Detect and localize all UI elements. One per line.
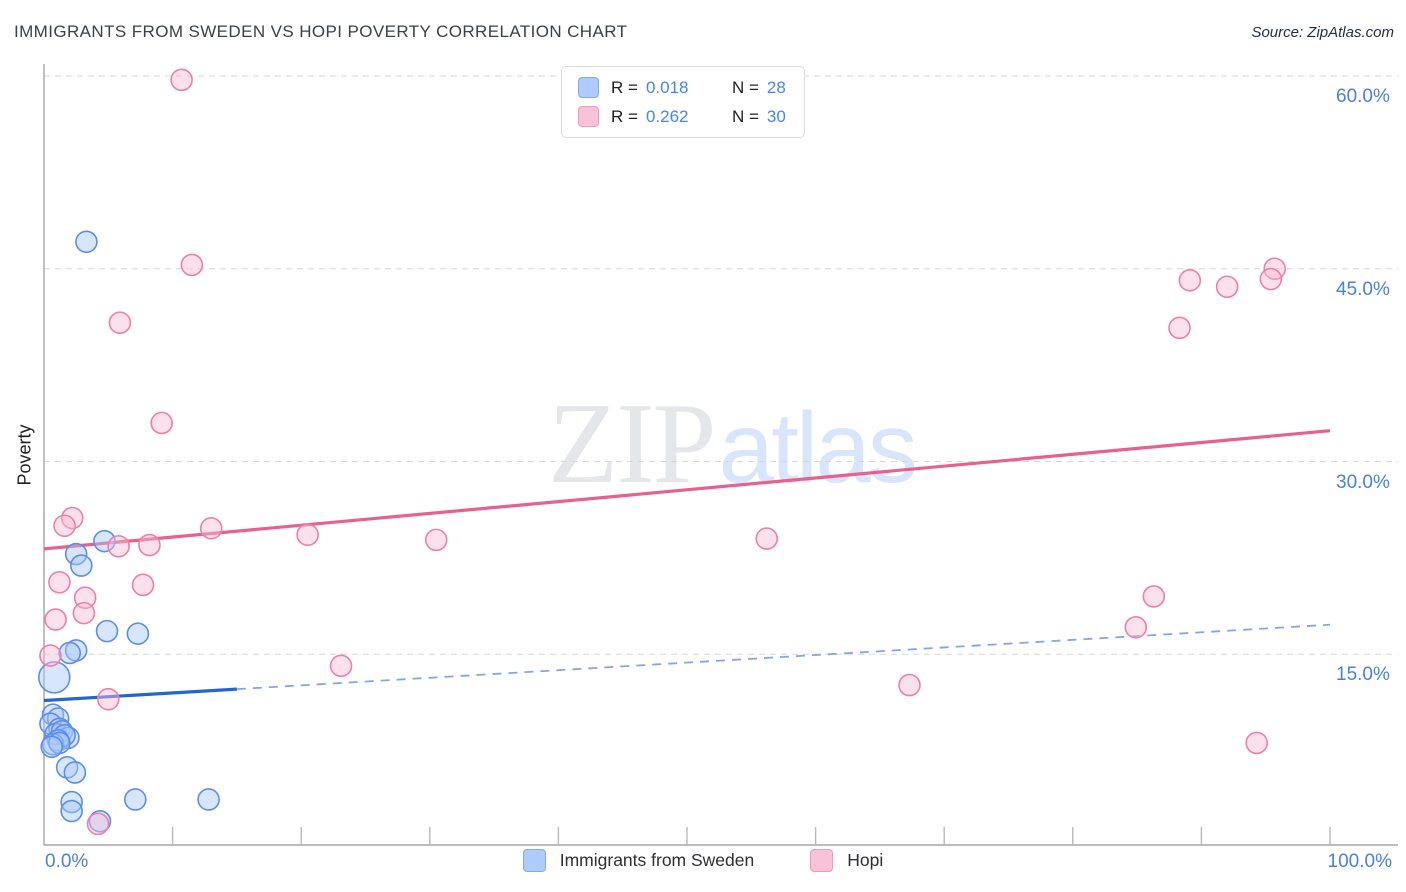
point-sweden: [95, 619, 119, 643]
point-sweden: [126, 622, 150, 645]
y-tick-label-45: 45.0%: [1336, 278, 1390, 300]
n-label: N =: [731, 106, 759, 126]
bottom-legend: Immigrants from Sweden Hopi: [0, 849, 1406, 872]
bottom-legend-item-hopi[interactable]: Hopi: [810, 849, 883, 872]
point-sweden: [93, 529, 116, 553]
point-hopi: [97, 687, 120, 711]
point-sweden: [75, 230, 98, 254]
point-hopi: [44, 608, 67, 631]
legend-row-hopi: R = 0.262 N = 30: [578, 106, 786, 127]
legend-row-sweden: R = 0.018 N = 28: [578, 77, 786, 98]
point-sweden: [37, 661, 71, 694]
point-hopi: [1245, 731, 1268, 755]
r-value-hopi: 0.262: [645, 106, 689, 126]
point-hopi: [1215, 275, 1239, 299]
point-hopi: [53, 514, 76, 538]
x-axis-min-label: 0.0%: [45, 851, 89, 872]
hopi-swatch: [578, 106, 599, 127]
point-hopi: [329, 654, 353, 678]
point-hopi: [86, 812, 110, 836]
r-label: R =: [611, 77, 638, 97]
bottom-legend-label: Hopi: [847, 850, 884, 870]
sweden-swatch: [522, 849, 546, 872]
hopi-swatch: [810, 849, 834, 872]
n-label: N =: [731, 77, 759, 97]
point-hopi: [48, 570, 71, 594]
point-hopi: [1168, 316, 1191, 340]
point-hopi: [131, 573, 155, 597]
y-tick-label-60: 60.0%: [1336, 86, 1390, 107]
bottom-legend-item-sweden[interactable]: Immigrants from Sweden: [522, 849, 755, 872]
r-label: R =: [611, 106, 638, 126]
point-hopi: [1142, 585, 1166, 608]
point-sweden: [124, 788, 147, 811]
n-value-sweden: 28: [766, 77, 786, 97]
x-axis-max-label: 100.0%: [1327, 851, 1392, 872]
y-tick-label-30: 30.0%: [1336, 471, 1390, 493]
source-link[interactable]: Source: ZipAtlas.com: [1251, 24, 1394, 41]
point-hopi: [138, 533, 161, 557]
point-hopi: [199, 517, 223, 540]
y-tick-label-15: 15.0%: [1336, 664, 1390, 686]
point-hopi: [39, 644, 62, 667]
sweden-swatch: [578, 77, 599, 98]
point-sweden: [64, 542, 88, 566]
point-sweden: [69, 554, 93, 577]
point-hopi: [424, 528, 448, 552]
point-sweden: [63, 761, 87, 784]
sweden-trend-line-dashed: [236, 623, 1331, 691]
r-value-sweden: 0.018: [645, 77, 689, 97]
point-hopi: [72, 601, 96, 625]
hopi-trend-line: [43, 429, 1331, 551]
point-hopi: [180, 253, 204, 277]
bottom-legend-label: Immigrants from Sweden: [559, 850, 755, 870]
point-hopi: [898, 673, 921, 697]
point-hopi: [1124, 615, 1148, 639]
page-title: IMMIGRANTS FROM SWEDEN VS HOPI POVERTY C…: [14, 22, 628, 41]
point-sweden: [60, 790, 83, 814]
correlation-legend: R = 0.018 N = 28 R = 0.262 N = 30: [561, 66, 805, 138]
point-hopi: [108, 311, 132, 335]
sweden-trend-line-solid: [43, 687, 237, 703]
point-hopi: [1259, 267, 1283, 291]
point-hopi: [170, 68, 193, 92]
n-value-hopi: 30: [766, 106, 786, 126]
point-sweden: [60, 799, 83, 823]
point-sweden: [58, 641, 82, 665]
point-sweden: [40, 735, 64, 759]
point-hopi: [755, 527, 779, 550]
point-hopi: [150, 411, 173, 435]
point-hopi: [1178, 269, 1202, 292]
point-hopi: [107, 535, 130, 558]
point-hopi: [296, 523, 319, 547]
point-sweden: [197, 788, 220, 811]
